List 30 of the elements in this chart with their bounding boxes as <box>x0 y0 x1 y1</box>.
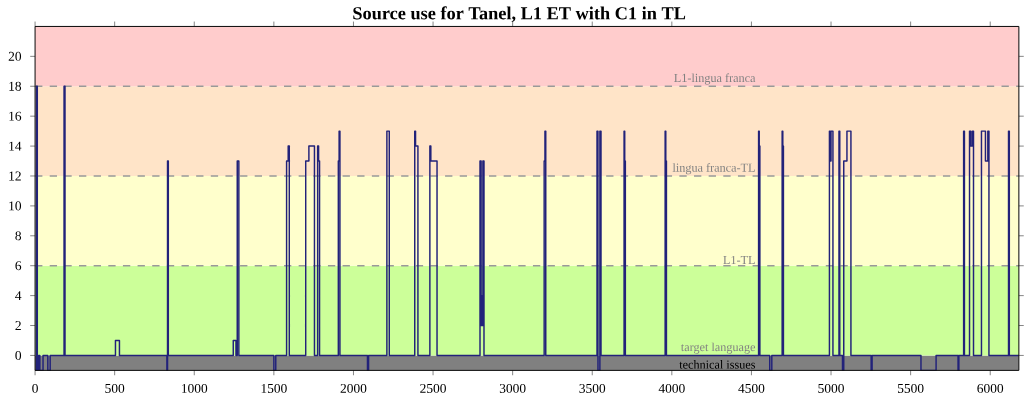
band-label: lingua franca-TL <box>672 163 755 175</box>
y-tick-label: 14 <box>9 141 22 151</box>
band-label: technical issues <box>679 360 756 369</box>
x-tick-label: 0 <box>32 383 38 393</box>
x-tick-label: 5000 <box>818 383 844 393</box>
x-tick-label: 2000 <box>340 383 367 393</box>
chart-title: Source use for Tanel, L1 ET with C1 in TL <box>353 6 686 23</box>
x-tick-label: 5500 <box>897 383 924 393</box>
x-tick-label: 1500 <box>261 383 287 393</box>
band-label: target language <box>680 342 756 354</box>
x-tick-label: 4500 <box>738 383 765 393</box>
x-tick-label: 3500 <box>579 383 606 393</box>
x-tick-label: 3000 <box>499 383 526 393</box>
y-tick-label: 20 <box>8 51 22 61</box>
x-tick-label: 6000 <box>977 383 1004 393</box>
x-tick-label: 500 <box>105 383 125 393</box>
band-label: L1-lingua franca <box>674 73 756 85</box>
band-label: L1-TL <box>723 255 755 264</box>
y-tick-label: 12 <box>9 171 21 181</box>
y-tick-label: 0 <box>15 350 22 360</box>
y-tick-label: 6 <box>15 261 22 271</box>
y-tick-label: 4 <box>15 291 22 300</box>
y-tick-label: 16 <box>9 111 22 121</box>
y-tick-label: 10 <box>9 201 22 211</box>
x-tick-label: 1000 <box>182 383 208 393</box>
y-tick-label: 8 <box>15 231 22 241</box>
y-tick-label: 2 <box>15 321 21 330</box>
x-tick-label: 2500 <box>420 383 446 393</box>
x-tick-label: 4000 <box>658 383 685 393</box>
y-tick-label: 18 <box>9 81 22 91</box>
